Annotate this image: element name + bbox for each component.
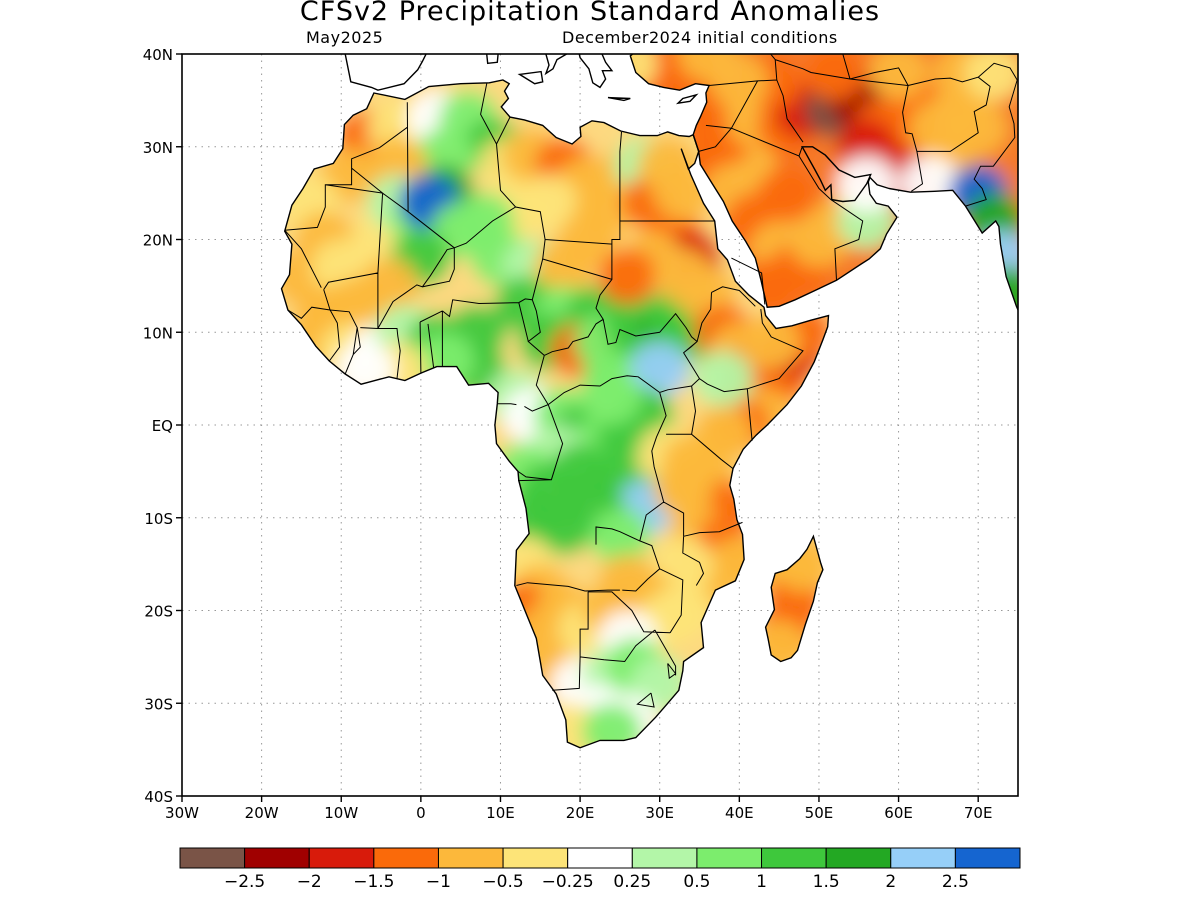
lon-tick-label: 30E [645, 804, 674, 822]
colorbar-label: 1 [756, 872, 767, 892]
lon-tick-label: 20E [566, 804, 595, 822]
lon-tick-label: 40E [725, 804, 754, 822]
colorbar-label: 2.5 [942, 872, 969, 892]
colorbar-swatch [308, 847, 375, 869]
africa-coastline [280, 79, 830, 749]
colorbar-swatch [954, 847, 1021, 869]
colorbar-label: −2.5 [224, 872, 265, 892]
lat-tick-label: 30N [143, 139, 173, 157]
lat-tick-label: 40N [143, 46, 173, 64]
lon-tick-label: 20W [245, 804, 279, 822]
colorbar-swatch [890, 847, 956, 869]
initial-conditions: December2024 initial conditions [562, 28, 838, 47]
colorbar-label: −2 [297, 872, 322, 892]
lat-tick-label: 20S [144, 603, 173, 621]
arabia-coastline [344, 54, 1018, 312]
madagascar-coastline [764, 534, 824, 663]
colorbar-swatch [761, 847, 827, 869]
country-borders [284, 54, 1018, 708]
map-title: CFSv2 Precipitation Standard Anomalies [299, 0, 881, 27]
colorbar-swatch [502, 847, 569, 869]
colorbar-swatch [825, 847, 892, 869]
lon-tick-label: 70E [964, 804, 993, 822]
lon-tick-label: 50E [805, 804, 834, 822]
colorbar-swatch [437, 847, 504, 869]
colorbar-label: 2 [885, 872, 896, 892]
lat-tick-label: 30S [144, 695, 173, 713]
colorbar-swatch [696, 847, 763, 869]
colorbar-swatch [373, 847, 439, 869]
colorbar-swatch [179, 847, 246, 869]
colorbar-swatch [631, 847, 698, 869]
lon-tick-label: 10E [486, 804, 515, 822]
colorbar-label: −0.25 [542, 872, 594, 892]
lon-tick-label: 30W [165, 804, 199, 822]
lat-tick-label: 10S [144, 510, 173, 528]
lon-tick-label: 10W [324, 804, 358, 822]
lon-tick-label: 60E [884, 804, 913, 822]
colorbar: −2.5 −2 −1.5 −1 −0.5 −0.25 0.25 0.5 1 1.5 2 2.5 [179, 847, 1021, 892]
lat-tick-label: 10N [143, 324, 173, 342]
colorbar-label: −1 [426, 872, 451, 892]
colorbar-swatch [567, 847, 633, 869]
colorbar-label: −0.5 [482, 872, 523, 892]
lat-tick-label: EQ [152, 417, 173, 435]
forecast-month: May2025 [306, 28, 384, 47]
colorbar-label: 0.5 [683, 872, 710, 892]
colorbar-swatch [244, 847, 310, 869]
colorbar-label: 1.5 [813, 872, 840, 892]
lon-tick-label: 0 [416, 804, 426, 822]
colorbar-label: 0.25 [613, 872, 651, 892]
lat-tick-label: 20N [143, 232, 173, 250]
colorbar-label: −1.5 [353, 872, 394, 892]
lat-tick-label: 40S [144, 788, 173, 806]
axis-ticks [176, 53, 979, 802]
